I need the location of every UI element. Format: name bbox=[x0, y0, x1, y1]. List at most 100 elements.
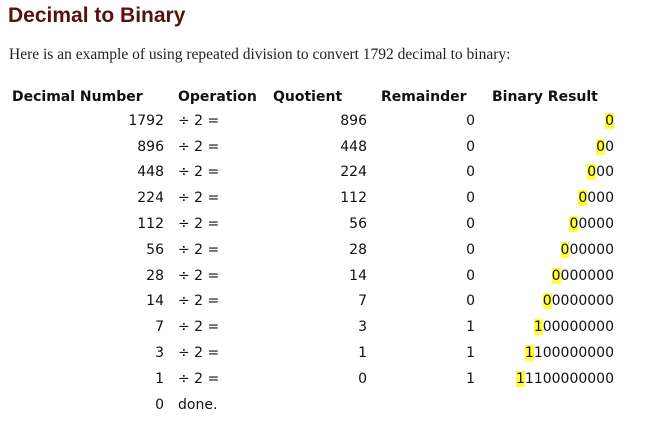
binary-result-cell bbox=[478, 392, 614, 418]
new-binary-digit-highlight: 0 bbox=[551, 267, 561, 284]
decimal-cell: 3 bbox=[155, 345, 164, 362]
previous-binary-digits: 0 bbox=[605, 138, 614, 155]
binary-result-cell: 1100000000 bbox=[478, 340, 614, 366]
table-row: 896 ÷ 2 = 448 0 00 bbox=[9, 134, 614, 160]
quotient-cell: 3 bbox=[358, 319, 367, 336]
binary-result-cell: 100000000 bbox=[478, 314, 614, 340]
table-row: 0 done. bbox=[9, 392, 614, 418]
new-binary-digit-highlight: 0 bbox=[569, 216, 579, 233]
remainder-cell: 0 bbox=[466, 216, 475, 233]
binary-result-cell: 000 bbox=[478, 160, 614, 186]
remainder-cell: 0 bbox=[466, 112, 475, 129]
new-binary-digit-highlight: 1 bbox=[516, 370, 525, 387]
remainder-cell: 0 bbox=[466, 241, 475, 258]
previous-binary-digits: 00000 bbox=[569, 241, 614, 258]
table-row: 56 ÷ 2 = 28 0 000000 bbox=[9, 237, 614, 263]
binary-result-cell: 0 bbox=[478, 108, 614, 134]
previous-binary-digits: 0000 bbox=[578, 216, 614, 233]
new-binary-digit-highlight: 1 bbox=[524, 345, 534, 362]
previous-binary-digits: 100000000 bbox=[533, 345, 614, 362]
table-row: 1 ÷ 2 = 0 1 11100000000 bbox=[9, 366, 614, 392]
header-decimal-number: Decimal Number bbox=[12, 89, 143, 105]
previous-binary-digits: 000000 bbox=[560, 267, 614, 284]
operation-cell: ÷ 2 = bbox=[178, 138, 220, 155]
operation-cell: done. bbox=[178, 396, 218, 413]
operation-cell: ÷ 2 = bbox=[178, 112, 220, 129]
decimal-cell: 28 bbox=[146, 267, 164, 284]
previous-binary-digits: 0000000 bbox=[551, 293, 614, 310]
remainder-cell: 0 bbox=[466, 267, 475, 284]
header-quotient: Quotient bbox=[273, 89, 343, 105]
table-row: 112 ÷ 2 = 56 0 00000 bbox=[9, 211, 614, 237]
binary-result-cell: 00 bbox=[478, 134, 614, 160]
operation-cell: ÷ 2 = bbox=[178, 345, 220, 362]
decimal-cell: 7 bbox=[155, 319, 164, 336]
table-row: 3 ÷ 2 = 1 1 1100000000 bbox=[9, 340, 614, 366]
operation-cell: ÷ 2 = bbox=[178, 241, 220, 258]
previous-binary-digits: 00000000 bbox=[542, 319, 614, 336]
remainder-cell: 1 bbox=[466, 345, 475, 362]
operation-cell: ÷ 2 = bbox=[178, 164, 220, 181]
quotient-cell: 28 bbox=[349, 241, 367, 258]
remainder-cell: 1 bbox=[466, 370, 475, 387]
remainder-cell: 0 bbox=[466, 164, 475, 181]
previous-binary-digits: 00 bbox=[596, 164, 614, 181]
decimal-cell: 56 bbox=[146, 241, 164, 258]
operation-cell: ÷ 2 = bbox=[178, 267, 220, 284]
operation-cell: ÷ 2 = bbox=[178, 319, 220, 336]
intro-text: Here is an example of using repeated div… bbox=[9, 46, 511, 63]
binary-result-cell: 00000000 bbox=[478, 289, 614, 315]
quotient-cell bbox=[263, 392, 373, 418]
table-row: 28 ÷ 2 = 14 0 0000000 bbox=[9, 263, 614, 289]
header-binary-result: Binary Result bbox=[492, 89, 598, 105]
conversion-table: Decimal Number Operation Quotient Remain… bbox=[9, 86, 614, 418]
quotient-cell: 896 bbox=[340, 112, 367, 129]
quotient-cell: 7 bbox=[358, 293, 367, 310]
quotient-cell: 0 bbox=[358, 370, 367, 387]
decimal-cell: 448 bbox=[137, 164, 164, 181]
decimal-cell: 0 bbox=[155, 396, 164, 413]
operation-cell: ÷ 2 = bbox=[178, 293, 220, 310]
quotient-cell: 112 bbox=[340, 190, 367, 207]
operation-cell: ÷ 2 = bbox=[178, 370, 220, 387]
page-title: Decimal to Binary bbox=[8, 4, 186, 27]
new-binary-digit-highlight: 1 bbox=[533, 319, 543, 336]
decimal-cell: 112 bbox=[137, 216, 164, 233]
previous-binary-digits: 000 bbox=[587, 190, 614, 207]
remainder-cell bbox=[373, 392, 478, 418]
binary-result-cell: 000000 bbox=[478, 237, 614, 263]
operation-cell: ÷ 2 = bbox=[178, 190, 220, 207]
new-binary-digit-highlight: 0 bbox=[560, 241, 570, 258]
binary-result-cell: 0000 bbox=[478, 185, 614, 211]
remainder-cell: 0 bbox=[466, 190, 475, 207]
new-binary-digit-highlight: 0 bbox=[578, 190, 588, 207]
decimal-cell: 1792 bbox=[128, 112, 164, 129]
quotient-cell: 224 bbox=[340, 164, 367, 181]
binary-result-cell: 00000 bbox=[478, 211, 614, 237]
new-binary-digit-highlight: 0 bbox=[596, 138, 606, 155]
new-binary-digit-highlight: 0 bbox=[605, 112, 614, 129]
table-row: 224 ÷ 2 = 112 0 0000 bbox=[9, 185, 614, 211]
decimal-cell: 1 bbox=[155, 370, 164, 387]
table-body: 1792 ÷ 2 = 896 0 0 896 ÷ 2 = 448 0 00 448 ÷ 2 = 224 0… bbox=[9, 108, 614, 418]
new-binary-digit-highlight: 0 bbox=[587, 164, 597, 181]
decimal-cell: 14 bbox=[146, 293, 164, 310]
quotient-cell: 14 bbox=[349, 267, 367, 284]
table-row: 1792 ÷ 2 = 896 0 0 bbox=[9, 108, 614, 134]
operation-cell: ÷ 2 = bbox=[178, 216, 220, 233]
binary-result-cell: 0000000 bbox=[478, 263, 614, 289]
new-binary-digit-highlight: 0 bbox=[542, 293, 552, 310]
remainder-cell: 0 bbox=[466, 138, 475, 155]
table-row: 14 ÷ 2 = 7 0 00000000 bbox=[9, 289, 614, 315]
remainder-cell: 1 bbox=[466, 319, 475, 336]
remainder-cell: 0 bbox=[466, 293, 475, 310]
quotient-cell: 448 bbox=[340, 138, 367, 155]
quotient-cell: 56 bbox=[349, 216, 367, 233]
header-operation: Operation bbox=[178, 89, 257, 105]
table-row: 448 ÷ 2 = 224 0 000 bbox=[9, 160, 614, 186]
previous-binary-digits: 1100000000 bbox=[524, 370, 614, 387]
decimal-cell: 896 bbox=[137, 138, 164, 155]
header-remainder: Remainder bbox=[381, 89, 467, 105]
table-header-row: Decimal Number Operation Quotient Remain… bbox=[9, 86, 614, 108]
decimal-cell: 224 bbox=[137, 190, 164, 207]
